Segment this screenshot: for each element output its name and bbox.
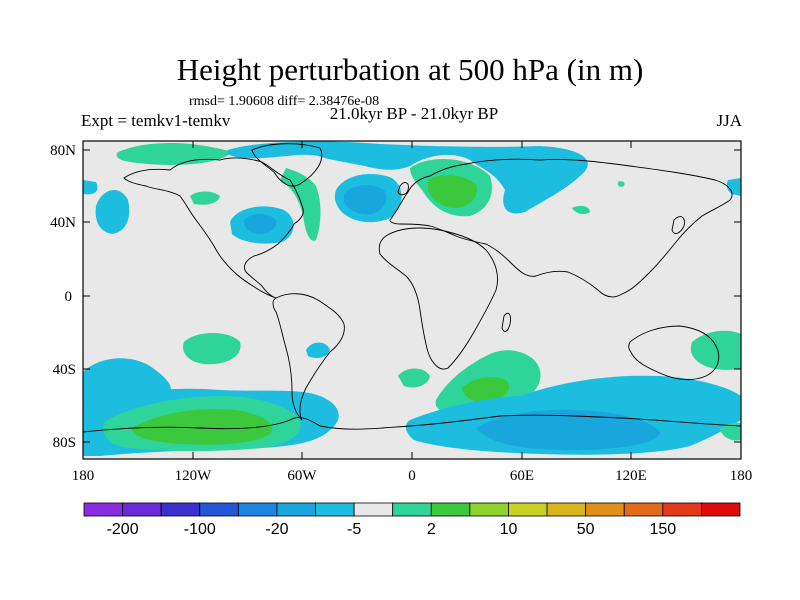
south-america-coast <box>272 293 345 421</box>
lat-label: 40N <box>50 215 76 231</box>
colorbar-labels: -200 -100 -20 -5 2 10 50 150 <box>107 521 677 538</box>
lon-label: 0 <box>408 468 416 484</box>
page-title: Height perturbation at 500 hPa (in m) <box>176 52 644 87</box>
colorbar-label: 50 <box>577 521 595 538</box>
positive-anomaly-region <box>182 333 241 365</box>
negative-anomaly-region <box>344 185 387 215</box>
lon-label: 180 <box>72 468 95 484</box>
negative-anomaly-region <box>726 178 741 196</box>
colorbar-box <box>662 502 702 517</box>
negative-anomaly-region <box>95 189 130 234</box>
colorbar-box <box>122 502 162 517</box>
colorbar-box <box>469 502 509 517</box>
madagascar-coast <box>501 312 511 332</box>
coastlines <box>83 143 741 433</box>
season-label: JJA <box>716 111 742 130</box>
lon-label: 120W <box>175 468 213 484</box>
lon-label: 60W <box>287 468 317 484</box>
experiment-label: Expt = temkv1-temkv <box>81 111 231 130</box>
colorbar-box <box>623 502 664 517</box>
positive-anomaly-region <box>617 181 625 187</box>
negative-anomaly-region <box>83 180 98 195</box>
uk-coast <box>397 182 409 196</box>
colorbar-box <box>701 502 741 517</box>
africa-coast <box>378 227 498 370</box>
north-america-coast <box>123 157 304 299</box>
australia-coast <box>628 325 720 381</box>
positive-anomaly-region <box>428 175 478 208</box>
lon-axis <box>82 141 742 459</box>
lat-label: 80N <box>50 143 76 159</box>
colorbar-label: -20 <box>265 521 288 538</box>
antarctica-coast <box>83 414 741 433</box>
lat-label: 80S <box>53 435 76 451</box>
positive-anomaly-region <box>190 191 220 205</box>
colorbar-box <box>83 502 123 517</box>
colorbar-label: 150 <box>649 521 676 538</box>
period-label: 21.0kyr BP - 21.0kyr BP <box>329 104 499 123</box>
greenland-coast <box>251 143 323 187</box>
colorbar-label: -5 <box>347 521 361 538</box>
positive-anomaly-region <box>690 330 741 370</box>
lat-label: 0 <box>65 289 73 305</box>
colorbar-box <box>508 502 548 517</box>
europe-asia-coast <box>389 158 733 298</box>
colorbar-label: 10 <box>500 521 518 538</box>
negative-anomaly-region <box>244 214 277 234</box>
positive-anomaly-region <box>572 205 590 215</box>
colorbar-box <box>353 502 394 517</box>
colorbar-box <box>430 502 471 517</box>
lat-axis <box>83 149 741 443</box>
positive-anomaly-region <box>398 368 430 388</box>
colorbar-box <box>199 502 239 517</box>
lon-label: 120E <box>615 468 647 484</box>
stats-label: rmsd= 1.90608 diff= 2.38476e-08 <box>189 94 380 109</box>
colorbar-box <box>160 502 201 517</box>
colorbar-label: 2 <box>427 521 436 538</box>
negative-anomaly-region <box>476 409 660 450</box>
contour-fields <box>83 141 741 456</box>
colorbar-box <box>315 502 355 517</box>
lat-label: 40S <box>53 362 76 378</box>
colorbar-box <box>585 502 625 517</box>
colorbar-box <box>237 502 278 517</box>
positive-anomaly-region <box>132 408 273 445</box>
colorbar-box <box>392 502 432 517</box>
colorbar-box <box>276 502 316 517</box>
colorbar-label: -200 <box>107 521 139 538</box>
lon-label: 60E <box>510 468 534 484</box>
japan-coast <box>671 216 685 234</box>
positive-anomaly-region <box>720 422 741 441</box>
colorbar-box <box>546 502 587 517</box>
colorbar <box>83 502 741 517</box>
positive-anomaly-region <box>462 377 510 403</box>
negative-anomaly-region <box>306 342 330 358</box>
colorbar-label: -100 <box>184 521 216 538</box>
lon-label: 180 <box>730 468 753 484</box>
